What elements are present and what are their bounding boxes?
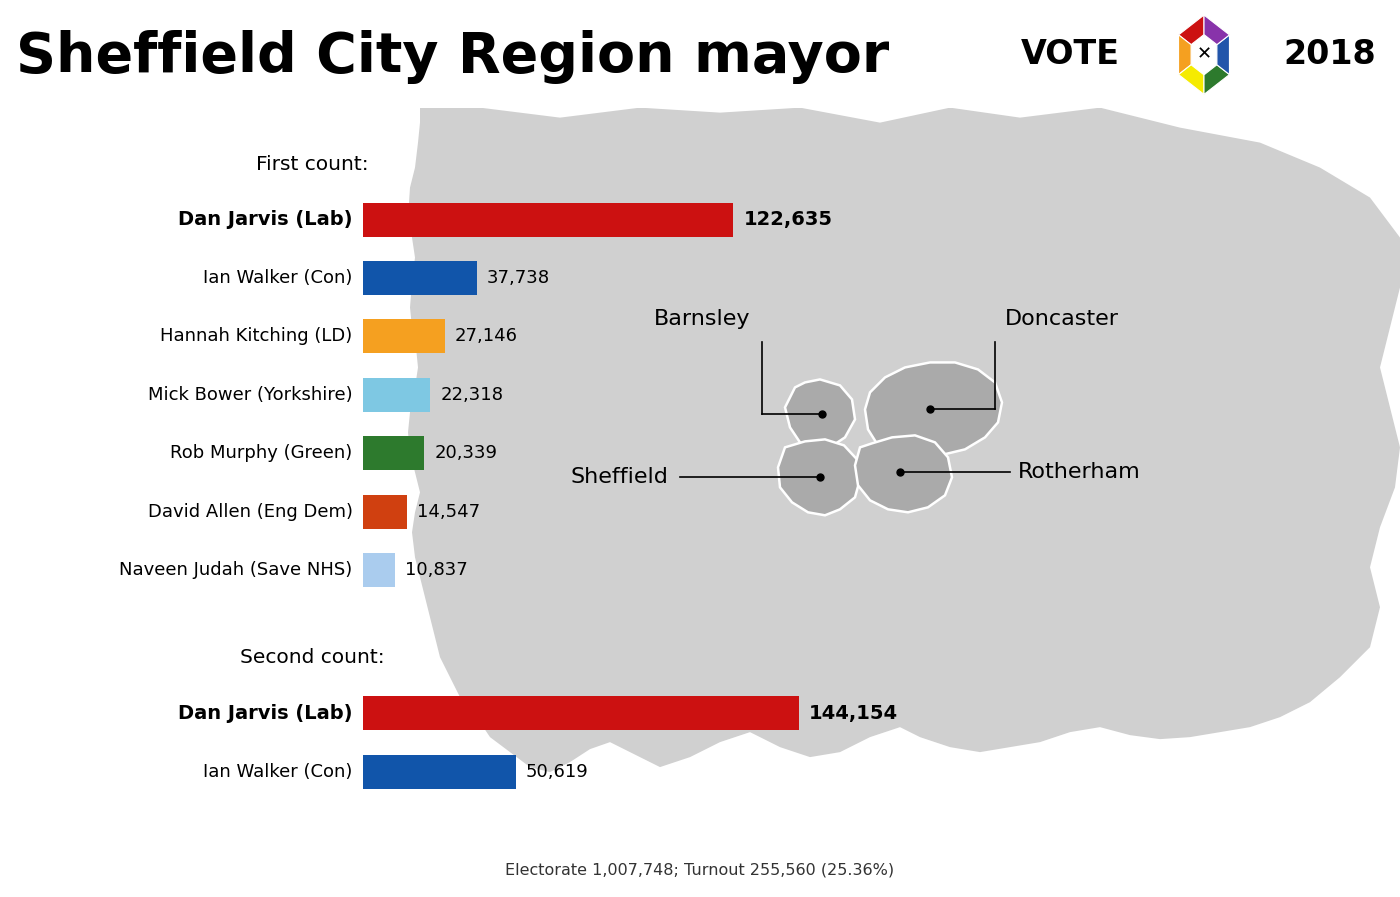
Text: Barnsley: Barnsley: [654, 309, 750, 329]
Text: Second count:: Second count:: [239, 649, 385, 667]
Text: 22,318: 22,318: [440, 386, 503, 404]
Text: David Allen (Eng Dem): David Allen (Eng Dem): [147, 502, 353, 520]
Polygon shape: [778, 440, 860, 515]
Text: VOTE: VOTE: [1021, 39, 1120, 71]
Text: 50,619: 50,619: [526, 762, 588, 780]
Polygon shape: [1204, 15, 1229, 45]
Text: 122,635: 122,635: [743, 210, 833, 229]
Text: Dan Jarvis (Lab): Dan Jarvis (Lab): [178, 210, 353, 229]
Polygon shape: [1204, 65, 1229, 94]
Bar: [363, 696, 798, 730]
Polygon shape: [1179, 35, 1191, 74]
Text: Naveen Judah (Save NHS): Naveen Judah (Save NHS): [119, 562, 353, 579]
Bar: [363, 319, 445, 353]
Text: 2018: 2018: [1282, 39, 1376, 71]
Text: Dan Jarvis (Lab): Dan Jarvis (Lab): [178, 704, 353, 723]
Polygon shape: [1179, 15, 1204, 45]
Text: Mick Bower (Yorkshire): Mick Bower (Yorkshire): [148, 386, 353, 404]
Text: 14,547: 14,547: [417, 502, 480, 520]
Bar: [363, 495, 406, 528]
Polygon shape: [1217, 35, 1229, 74]
Text: Sheffield City Region mayor: Sheffield City Region mayor: [15, 30, 889, 83]
Text: Electorate 1,007,748; Turnout 255,560 (25.36%): Electorate 1,007,748; Turnout 255,560 (2…: [505, 862, 895, 877]
Text: Doncaster: Doncaster: [1005, 309, 1119, 329]
Text: Ian Walker (Con): Ian Walker (Con): [203, 269, 353, 287]
Bar: [363, 203, 734, 237]
Polygon shape: [407, 108, 1400, 772]
Polygon shape: [865, 362, 1002, 457]
Bar: [363, 436, 424, 470]
Polygon shape: [1179, 65, 1204, 94]
Bar: [363, 261, 477, 295]
Text: 37,738: 37,738: [487, 269, 550, 287]
Text: 20,339: 20,339: [434, 444, 497, 462]
Bar: [363, 553, 395, 587]
Text: ✕: ✕: [1197, 46, 1211, 64]
Polygon shape: [855, 435, 952, 512]
Text: First count:: First count:: [256, 154, 368, 173]
Text: 10,837: 10,837: [406, 562, 468, 579]
Text: Ian Walker (Con): Ian Walker (Con): [203, 762, 353, 780]
Text: PA: PA: [1268, 824, 1324, 862]
Text: 27,146: 27,146: [455, 327, 518, 345]
Bar: [363, 754, 515, 788]
Bar: [363, 378, 430, 412]
Text: Sheffield: Sheffield: [570, 467, 668, 487]
Text: Rob Murphy (Green): Rob Murphy (Green): [171, 444, 353, 462]
Text: Hannah Kitching (LD): Hannah Kitching (LD): [160, 327, 353, 345]
Text: 144,154: 144,154: [809, 704, 897, 723]
Polygon shape: [785, 379, 855, 449]
Text: Rotherham: Rotherham: [1018, 462, 1141, 483]
